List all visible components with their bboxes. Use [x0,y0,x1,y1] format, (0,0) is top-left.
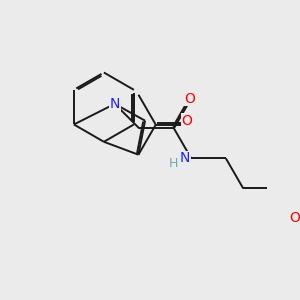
Text: N: N [180,152,190,165]
Text: O: O [182,114,192,128]
Text: O: O [184,92,195,106]
Text: O: O [290,212,300,225]
Text: N: N [110,97,120,111]
Text: H: H [169,158,178,170]
